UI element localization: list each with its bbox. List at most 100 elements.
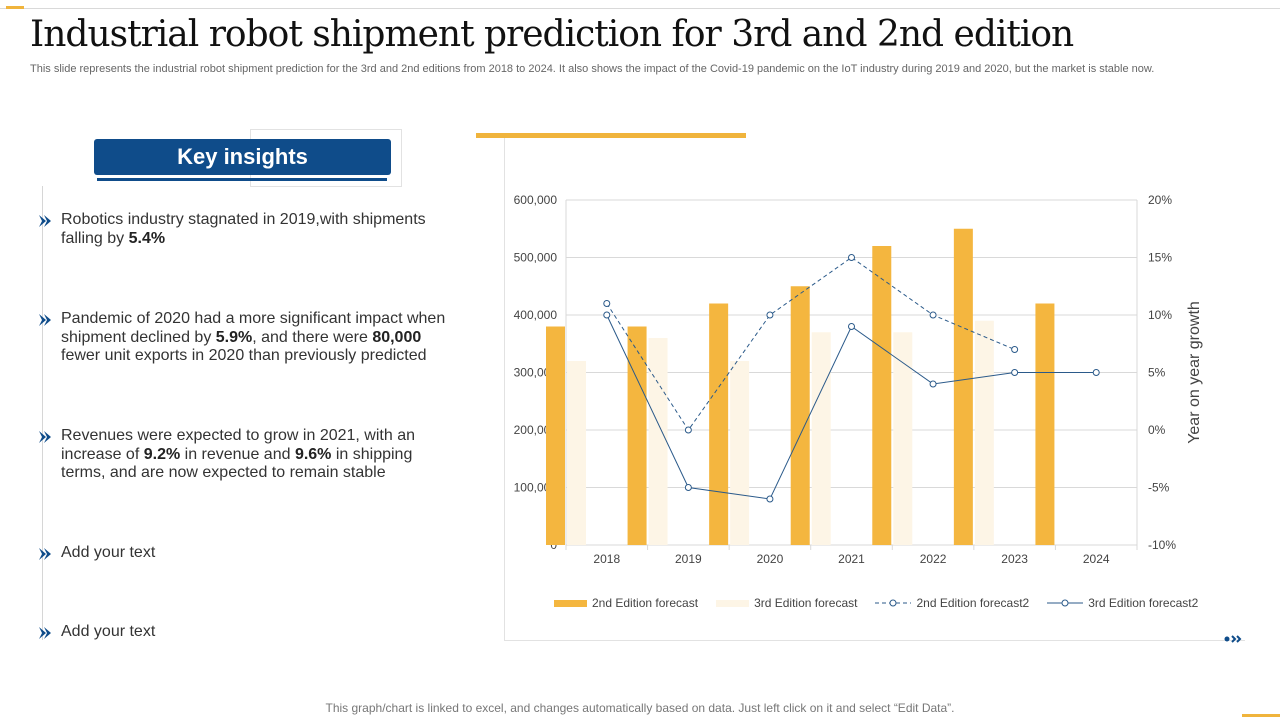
legend-label: 3rd Edition forecast — [754, 596, 858, 610]
top-divider — [0, 8, 1280, 9]
x-axis-label: 2023 — [1001, 552, 1028, 566]
right-axis-tick: 10% — [1148, 308, 1172, 322]
key-insights-heading: Key insights — [94, 139, 391, 175]
point-2nd-edition-growth — [684, 426, 692, 434]
insight-item: Add your text — [38, 544, 448, 563]
right-axis-tick: -10% — [1148, 538, 1176, 552]
legend-item-2nd-edition-forecast2: 2nd Edition forecast2 — [875, 596, 1029, 610]
x-axis-label: 2019 — [675, 552, 702, 566]
next-chevrons-icon — [1224, 635, 1242, 643]
legend-item-2nd-edition-forecast: 2nd Edition forecast — [554, 596, 698, 610]
insight-text-segment: Add your text — [61, 544, 156, 561]
insight-text-segment: , and there were — [252, 328, 373, 346]
x-axis-label: 2022 — [920, 552, 947, 566]
insight-highlight: 5.4% — [128, 229, 166, 247]
key-insights-underline — [97, 178, 387, 181]
chart-frame — [504, 138, 1245, 641]
legend-label: 2nd Edition forecast — [592, 596, 699, 610]
insight-item: Pandemic of 2020 had a more significant … — [38, 310, 448, 366]
line-2nd-edition-growth — [606, 256, 1015, 431]
bar-2nd-edition — [627, 326, 647, 545]
x-axis-label: 2018 — [593, 552, 620, 566]
bar-3rd-edition — [648, 338, 668, 545]
left-axis-tick: 400,000 — [514, 308, 558, 322]
insight-text-segment: in revenue and — [180, 445, 295, 463]
insight-highlight: 9.2% — [143, 445, 181, 463]
legend-label: 2nd Edition forecast2 — [916, 596, 1030, 610]
legend-dashed-line-marker — [875, 599, 912, 607]
insight-text-segment: Robotics industry stagnated in 2019,with… — [61, 211, 426, 247]
left-axis-tick: 500,000 — [514, 251, 558, 265]
bar-2nd-edition — [872, 246, 892, 545]
chevron-bullet-icon — [39, 215, 51, 227]
insights-timeline-line — [42, 186, 43, 640]
bar-2nd-edition — [790, 286, 810, 545]
chevron-bullet-icon — [39, 548, 51, 560]
page-subtitle: This slide represents the industrial rob… — [30, 63, 1155, 75]
insight-text: Pandemic of 2020 had a more significant … — [61, 310, 448, 366]
point-2nd-edition-growth — [929, 311, 937, 319]
insight-text-segment: Pandemic of 2020 had a more significant … — [61, 310, 446, 346]
page-title: Industrial robot shipment prediction for… — [30, 14, 1074, 55]
insight-item: Add your text — [38, 623, 448, 642]
bar-3rd-edition — [730, 361, 750, 545]
chart-accent-bar — [476, 133, 746, 138]
bar-2nd-edition — [1035, 303, 1055, 545]
point-2nd-edition-growth — [848, 254, 855, 261]
bar-2nd-edition — [546, 326, 565, 545]
bar-2nd-edition — [953, 228, 973, 545]
right-axis-tick: -5% — [1148, 481, 1170, 495]
point-3rd-edition-growth — [1092, 369, 1100, 376]
insight-highlight: 80,000 — [372, 328, 422, 346]
insight-highlight: 9.6% — [294, 445, 332, 463]
insight-text-segment: Add your text — [61, 623, 156, 640]
insight-item: Revenues were expected to grow in 2021, … — [38, 427, 448, 483]
legend-swatch-bar2 — [554, 599, 587, 607]
bar-3rd-edition — [974, 320, 994, 545]
line-3rd-edition-growth — [606, 314, 1097, 500]
point-3rd-edition-growth — [684, 484, 692, 491]
bar-3rd-edition — [811, 332, 831, 545]
point-3rd-edition-growth — [1011, 369, 1019, 376]
point-3rd-edition-growth — [766, 495, 774, 503]
top-accent-bar — [6, 6, 24, 9]
insight-text: Add your text — [61, 623, 448, 642]
legend-item-3rd-edition-forecast2: 3rd Edition forecast2 — [1047, 596, 1198, 610]
x-axis-label: 2020 — [757, 552, 784, 566]
right-axis-title: Year on year growth — [1186, 301, 1203, 444]
point-3rd-edition-growth — [929, 380, 937, 388]
insight-text-segment: fewer unit exports in 2020 than previous… — [61, 347, 427, 364]
bottom-accent-bar — [1242, 714, 1280, 717]
footer-note: This graph/chart is linked to excel, and… — [325, 701, 955, 715]
insight-text: Revenues were expected to grow in 2021, … — [61, 427, 448, 483]
insight-text: Add your text — [61, 544, 448, 563]
point-3rd-edition-growth — [603, 311, 611, 319]
right-axis-tick: 15% — [1148, 251, 1172, 265]
insight-item: Robotics industry stagnated in 2019,with… — [38, 211, 448, 248]
x-axis-label: 2024 — [1083, 552, 1110, 566]
legend-item-3rd-edition-forecast: 3rd Edition forecast — [716, 596, 857, 610]
bar-3rd-edition — [567, 361, 586, 545]
x-axis-label: 2021 — [838, 552, 865, 566]
point-2nd-edition-growth — [766, 311, 774, 319]
point-2nd-edition-growth — [1011, 346, 1019, 353]
legend-swatch-bar3 — [716, 599, 750, 607]
right-axis-tick: 5% — [1148, 366, 1166, 380]
legend-solid-line-marker — [1047, 599, 1084, 607]
right-axis-tick: 0% — [1148, 423, 1166, 437]
bar-3rd-edition — [893, 332, 913, 545]
chevron-bullet-icon — [39, 627, 51, 639]
point-3rd-edition-growth — [848, 323, 855, 330]
legend-label: 3rd Edition forecast2 — [1088, 596, 1199, 610]
chevron-bullet-icon — [39, 314, 51, 326]
left-axis-tick: 600,000 — [514, 193, 558, 207]
right-axis-tick: 20% — [1148, 193, 1172, 207]
insight-text-segment: in shipping terms, and are now expected … — [61, 445, 413, 482]
point-2nd-edition-growth — [603, 300, 611, 307]
insight-text: Robotics industry stagnated in 2019,with… — [61, 211, 448, 248]
insight-highlight: 5.9% — [215, 328, 253, 346]
chevron-bullet-icon — [39, 431, 51, 443]
bar-2nd-edition — [709, 303, 729, 545]
insight-text-segment: Revenues were expected to grow in 2021, … — [61, 427, 415, 463]
